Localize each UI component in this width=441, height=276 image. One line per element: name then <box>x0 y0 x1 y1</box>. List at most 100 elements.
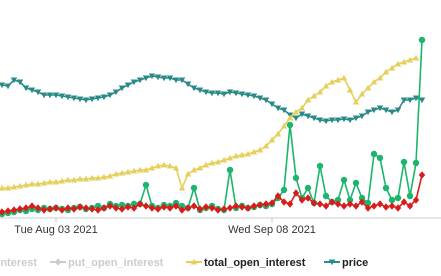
data-point <box>238 151 246 158</box>
data-point <box>88 96 96 103</box>
data-point <box>28 202 36 210</box>
data-point <box>232 152 240 159</box>
data-point <box>238 203 246 211</box>
data-point <box>244 150 252 157</box>
data-point <box>148 73 156 80</box>
legend-item[interactable]: call_open_interest <box>0 257 37 269</box>
data-point <box>22 181 30 188</box>
legend-item[interactable]: total_open_interest <box>186 257 306 269</box>
data-point <box>130 200 138 208</box>
data-point <box>202 161 210 168</box>
data-point <box>406 192 414 200</box>
data-point <box>304 96 312 103</box>
data-point <box>382 68 390 75</box>
data-point <box>268 136 276 143</box>
data-point <box>304 194 312 202</box>
legend-label: price <box>342 257 368 269</box>
data-point <box>226 166 234 174</box>
data-point <box>0 208 6 216</box>
data-point <box>136 200 144 208</box>
data-point <box>214 90 222 97</box>
data-point <box>142 181 150 189</box>
data-point <box>352 115 360 122</box>
data-point <box>76 175 84 182</box>
data-point <box>250 202 258 210</box>
data-point <box>160 161 168 168</box>
data-point <box>412 196 420 204</box>
data-point <box>184 204 192 212</box>
data-point <box>58 93 66 100</box>
data-point <box>28 87 36 94</box>
data-point <box>118 205 126 213</box>
data-point <box>394 60 402 67</box>
data-point <box>76 96 84 103</box>
data-point <box>142 202 150 210</box>
data-point <box>178 77 186 84</box>
data-point <box>178 184 186 191</box>
data-point <box>0 82 6 89</box>
data-point <box>364 84 372 91</box>
data-point <box>196 87 204 94</box>
data-point <box>286 200 294 208</box>
data-point <box>316 88 324 95</box>
data-point <box>358 194 366 202</box>
data-point <box>394 107 402 114</box>
data-point <box>364 109 372 116</box>
data-point <box>364 204 372 212</box>
data-point <box>292 108 300 115</box>
legend-item[interactable]: put_open_interest <box>50 257 164 269</box>
data-point <box>40 92 48 99</box>
data-point <box>52 92 60 99</box>
legend-item[interactable]: price <box>324 257 368 269</box>
data-point <box>112 204 120 212</box>
data-point <box>148 164 156 171</box>
data-point <box>310 92 318 99</box>
data-point <box>220 91 228 98</box>
data-point <box>370 202 378 210</box>
data-point <box>46 205 54 213</box>
data-point <box>34 180 42 187</box>
data-point <box>100 94 108 101</box>
data-point <box>262 142 270 149</box>
data-point <box>94 174 102 181</box>
data-point <box>382 203 390 211</box>
data-point <box>22 204 30 212</box>
data-point <box>406 97 414 104</box>
data-point <box>340 116 348 123</box>
data-point <box>136 77 144 84</box>
legend-marker <box>328 259 336 266</box>
data-point <box>172 164 180 171</box>
data-point <box>130 79 138 86</box>
data-point <box>160 203 168 211</box>
data-point <box>106 92 114 99</box>
data-point <box>388 109 396 116</box>
data-point <box>82 175 90 182</box>
data-point <box>88 205 96 213</box>
data-point <box>328 78 336 85</box>
data-point <box>106 172 114 179</box>
data-point <box>46 92 54 99</box>
data-point <box>208 159 216 166</box>
data-point <box>292 174 300 182</box>
data-point <box>130 167 138 174</box>
data-point <box>328 117 336 124</box>
data-point <box>352 179 360 187</box>
data-point <box>118 85 126 92</box>
data-point <box>310 115 318 122</box>
data-point <box>10 77 18 84</box>
legend-marker <box>54 258 62 266</box>
data-point <box>406 56 414 63</box>
data-point <box>202 89 210 96</box>
data-point <box>64 204 72 212</box>
data-point <box>298 104 306 111</box>
data-point <box>94 202 102 210</box>
data-point <box>58 177 66 184</box>
series-line <box>2 57 417 191</box>
data-point <box>262 97 270 104</box>
data-point <box>172 202 180 210</box>
data-point <box>64 94 72 101</box>
data-point <box>316 200 324 208</box>
data-point <box>142 75 150 82</box>
data-point <box>292 115 300 122</box>
